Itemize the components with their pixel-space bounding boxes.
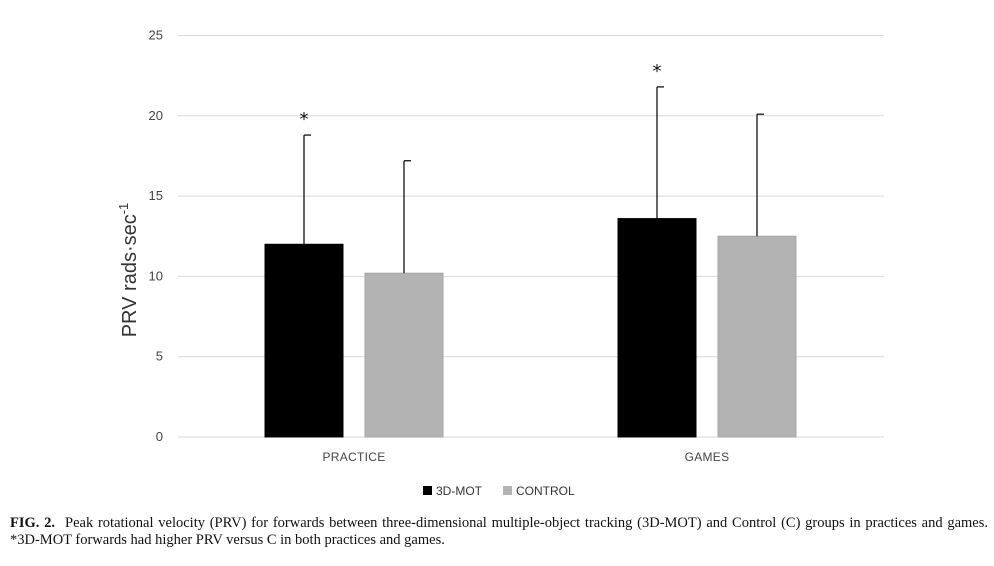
caption-text: Peak rotational velocity (PRV) for forwa… xyxy=(10,515,988,548)
bar-control-practice xyxy=(364,272,444,438)
caption-label: FIG. 2. xyxy=(10,515,56,531)
error-bars xyxy=(303,86,764,274)
legend-swatch xyxy=(423,486,432,495)
legend-swatch xyxy=(503,486,512,495)
y-tick-label: 15 xyxy=(149,188,163,203)
significance-asterisk: * xyxy=(653,61,662,82)
y-tick-label: 10 xyxy=(149,268,163,283)
significance-asterisk: * xyxy=(300,109,309,130)
y-tick-label: 20 xyxy=(149,108,163,123)
legend-label: 3D-MOT xyxy=(436,484,483,498)
bars xyxy=(264,218,797,438)
y-tick-label: 25 xyxy=(149,28,163,43)
category-label: PRACTICE xyxy=(322,450,385,464)
legend: 3D-MOT CONTROL xyxy=(423,484,575,498)
legend-label: CONTROL xyxy=(516,484,575,498)
significance-markers: ** xyxy=(300,61,662,130)
y-tick-label: 5 xyxy=(156,349,163,364)
bar-3d-mot-practice xyxy=(264,243,344,438)
y-axis-label: PRV rads·sec-1 xyxy=(116,203,141,338)
bar-3d-mot-games xyxy=(617,218,697,438)
x-axis-categories: PRACTICE GAMES xyxy=(322,450,729,464)
figure-caption: FIG. 2. Peak rotational velocity (PRV) fo… xyxy=(10,515,988,549)
y-tick-label: 0 xyxy=(156,429,163,444)
y-axis-ticks: 0 5 10 15 20 25 xyxy=(149,28,163,445)
bar-control-games xyxy=(717,235,797,438)
category-label: GAMES xyxy=(685,450,730,464)
